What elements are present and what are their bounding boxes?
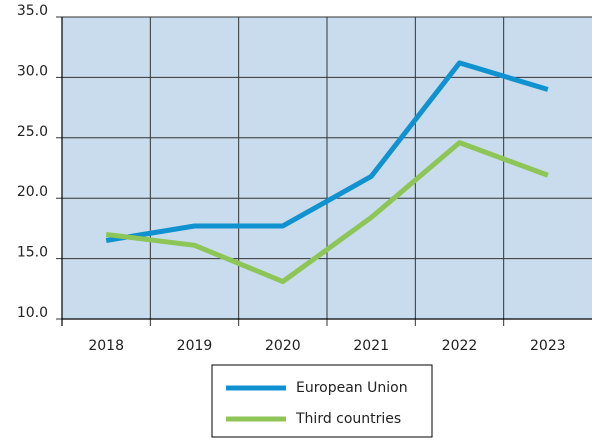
y-tick-label: 20.0	[17, 184, 48, 200]
x-tick-label: 2018	[88, 338, 124, 354]
series-line	[105, 140, 549, 285]
x-tick-label: 2020	[265, 338, 301, 354]
y-tick-label: 10.0	[17, 305, 48, 321]
x-tick-label: 2022	[442, 338, 478, 354]
y-tick-label: 35.0	[17, 3, 48, 19]
legend-box	[211, 364, 433, 438]
legend-label: European Union	[296, 380, 408, 396]
x-tick-label: 2023	[530, 338, 566, 354]
y-tick-label: 15.0	[17, 245, 48, 261]
x-tick-label: 2019	[177, 338, 213, 354]
legend-label: Third countries	[295, 411, 401, 427]
x-tick-label: 2021	[353, 338, 389, 354]
y-tick-label: 25.0	[17, 124, 48, 140]
y-tick-label: 30.0	[17, 63, 48, 79]
series-line	[105, 60, 549, 243]
